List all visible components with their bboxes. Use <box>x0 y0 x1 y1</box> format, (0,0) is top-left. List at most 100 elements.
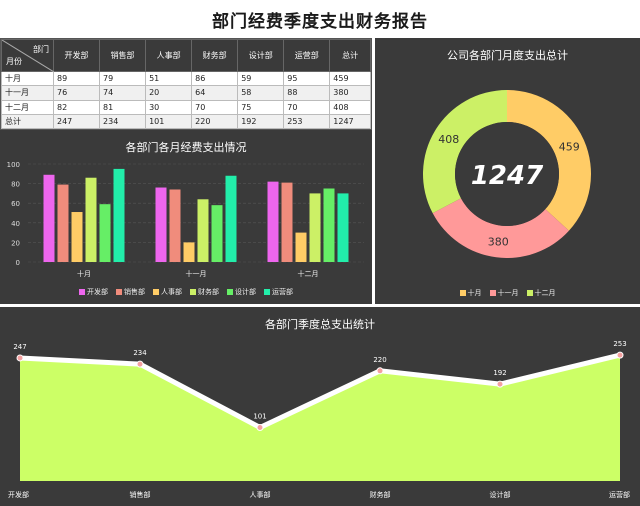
bar <box>71 212 83 262</box>
area-chart: 247 开发部 234 销售部 101 人事部 220 财务部 192 设计部 253 运营部 <box>8 340 630 499</box>
legend-item: 人事部 <box>153 287 182 297</box>
bar <box>337 193 349 262</box>
table-cell: 58 <box>237 85 285 101</box>
bar-x-label: 十二月 <box>298 269 319 278</box>
legend-label: 销售部 <box>124 288 145 296</box>
legend-swatch <box>459 290 466 296</box>
bar <box>295 232 307 262</box>
legend-label: 十一月 <box>497 289 519 297</box>
legend-item: 开发部 <box>79 287 108 297</box>
table-cell: 82 <box>52 99 101 115</box>
table-cell: 408 <box>329 99 371 115</box>
bar-y-tick: 0 <box>16 259 20 267</box>
bar-chart-panel: 各部门各月经费支出情况 0 20 40 60 80 100 十月 十一月 十二月 开发部 销售部 人… <box>0 130 372 304</box>
bar <box>197 199 209 262</box>
row-label: 十二月 <box>1 99 54 115</box>
bar-y-tick: 100 <box>7 161 20 169</box>
legend-swatch <box>227 289 233 295</box>
table-cell: 234 <box>99 113 147 130</box>
table-cell: 70 <box>283 99 331 115</box>
bar-y-tick: 80 <box>11 181 20 189</box>
table-header-cell: 人事部 <box>145 39 193 72</box>
area-value-label: 192 <box>493 369 506 377</box>
row-label: 总计 <box>1 113 54 130</box>
table-cell: 70 <box>191 99 239 115</box>
table-cell: 81 <box>99 99 147 115</box>
table-cell: 95 <box>283 70 331 87</box>
row-label: 十一月 <box>1 85 54 101</box>
corner-dept-label: 部门 <box>33 45 49 54</box>
bar <box>169 189 181 262</box>
area-point <box>496 380 504 388</box>
legend-label: 十月 <box>467 289 482 297</box>
table-header-cell: 设计部 <box>237 39 285 72</box>
legend-label: 人事部 <box>161 288 182 296</box>
table-header-cell: 开发部 <box>52 39 101 72</box>
table-row: 十一月 76 74 20 64 58 88 380 <box>1 85 371 101</box>
area-point <box>616 351 624 359</box>
bar <box>323 188 335 262</box>
bar-y-tick: 40 <box>11 220 20 228</box>
legend-swatch <box>79 289 85 295</box>
area-value-label: 220 <box>373 356 386 364</box>
donut-value-label: 408 <box>438 133 459 146</box>
legend-item: 设计部 <box>227 287 256 297</box>
legend-item: 十月 <box>459 288 482 298</box>
table-cell: 1247 <box>329 113 371 130</box>
donut-slice <box>423 90 507 214</box>
table-cell: 79 <box>99 70 147 87</box>
table-corner-cell: 部门 月份 <box>1 39 54 72</box>
corner-month-label: 月份 <box>6 57 22 66</box>
table-cell: 86 <box>191 70 239 87</box>
area-point <box>376 367 384 375</box>
bar-x-label: 十一月 <box>186 269 207 278</box>
table-header-cell: 财务部 <box>191 39 239 72</box>
corner-diagonal <box>2 40 54 72</box>
area-point <box>256 423 264 431</box>
area-chart-panel: 各部门季度总支出统计 247 开发部 234 销售部 101 人事部 220 财务部 192 设计… <box>0 307 640 506</box>
table-cell: 220 <box>191 113 239 130</box>
table-row: 十月 89 79 51 86 59 95 459 <box>1 70 371 87</box>
table-cell: 253 <box>283 113 331 130</box>
bar <box>57 184 69 262</box>
table-cell: 64 <box>191 85 239 101</box>
bar <box>309 193 321 262</box>
donut-hole <box>455 122 559 226</box>
area-value-label: 247 <box>13 343 26 351</box>
legend-swatch <box>264 289 270 295</box>
table-cell: 30 <box>145 99 193 115</box>
table-cell: 74 <box>99 85 147 101</box>
legend-swatch <box>190 289 196 295</box>
donut-chart-panel: 公司各部门月度支出总计 459 380 408 1247 十月 十一月 十二月 <box>375 38 640 304</box>
table-header-row: 部门 月份 开发部 销售部 人事部 财务部 设计部 运营部 总计 <box>1 39 371 72</box>
area-x-label: 设计部 <box>490 490 511 499</box>
area-line <box>19 352 621 430</box>
legend-item: 十二月 <box>526 288 556 298</box>
area-value-label: 101 <box>253 412 266 420</box>
bar-y-tick: 60 <box>11 200 20 208</box>
bar-chart-legend: 开发部 销售部 人事部 财务部 设计部 运营部 <box>0 287 372 297</box>
bar <box>155 187 167 262</box>
table-cell: 101 <box>145 113 193 130</box>
area-value-label: 234 <box>133 349 147 357</box>
table-cell: 59 <box>237 70 285 87</box>
donut-value-label: 380 <box>488 235 509 248</box>
table-cell: 459 <box>329 70 371 87</box>
legend-swatch <box>526 290 533 296</box>
legend-label: 十二月 <box>534 289 556 297</box>
area-x-label: 销售部 <box>130 490 151 499</box>
bar <box>183 242 195 262</box>
table-cell: 247 <box>52 113 101 130</box>
table-header-cell: 销售部 <box>99 39 147 72</box>
bar-x-label: 十月 <box>77 269 91 278</box>
bar-chart-title: 各部门各月经费支出情况 <box>125 141 247 154</box>
area-x-label: 财务部 <box>370 490 391 499</box>
bar <box>85 177 97 262</box>
expense-table-panel: 部门 月份 开发部 销售部 人事部 财务部 设计部 运营部 总计 十月 89 79 5… <box>0 38 372 130</box>
bar <box>99 204 111 262</box>
legend-swatch <box>489 290 496 296</box>
donut-center-total: 1247 <box>471 161 544 191</box>
area-value-label: 253 <box>613 340 626 348</box>
table-cell: 20 <box>145 85 193 101</box>
legend-label: 财务部 <box>198 288 219 296</box>
